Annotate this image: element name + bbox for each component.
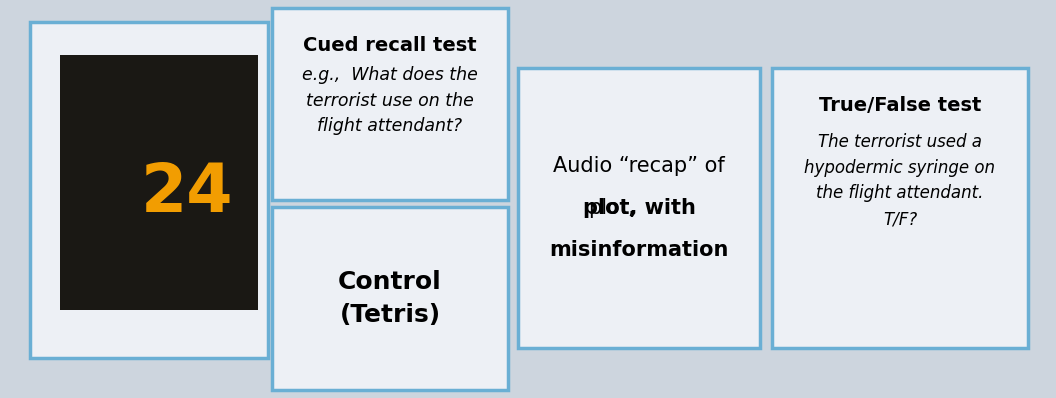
Text: Cued recall test: Cued recall test [303, 36, 477, 55]
Bar [772, 68, 1027, 348]
Text: True/False test: True/False test [818, 96, 981, 115]
Bar [60, 55, 258, 310]
Text: misinformation: misinformation [549, 240, 729, 260]
Text: Audio “recap” of: Audio “recap” of [553, 156, 724, 176]
Text: plot, ​​with: plot, ​​with [583, 198, 696, 218]
Text: e.g.,  What does the
terrorist use on the
flight attendant?: e.g., What does the terrorist use on the… [302, 66, 478, 135]
Bar [272, 8, 508, 200]
Text: Control
(Tetris): Control (Tetris) [338, 270, 441, 327]
Text: The terrorist used a
hypodermic syringe on
the flight attendant.
T/F?: The terrorist used a hypodermic syringe … [805, 133, 996, 228]
Text: plot,: plot, [588, 198, 635, 218]
Bar [272, 207, 508, 390]
Bar [518, 68, 760, 348]
Text: 24: 24 [140, 160, 233, 226]
Bar [30, 22, 268, 358]
